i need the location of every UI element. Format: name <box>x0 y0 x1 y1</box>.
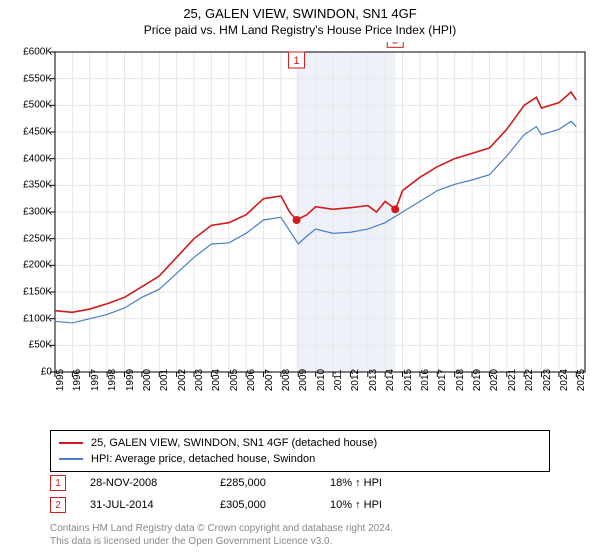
x-tick-label: 1998 <box>107 369 118 391</box>
y-tick-label: £200K <box>23 260 52 271</box>
legend-swatch <box>59 442 83 444</box>
attribution: Contains HM Land Registry data © Crown c… <box>50 522 393 548</box>
y-tick-label: £100K <box>23 313 52 324</box>
sale-row: 1 28-NOV-2008 £285,000 18% ↑ HPI <box>50 472 382 494</box>
y-tick-label: £400K <box>23 153 52 164</box>
x-tick-label: 2010 <box>316 369 327 391</box>
x-tick-label: 2000 <box>142 369 153 391</box>
y-tick-label: £250K <box>23 233 52 244</box>
x-tick-label: 2007 <box>264 369 275 391</box>
y-tick-label: £450K <box>23 127 52 138</box>
page-title: 25, GALEN VIEW, SWINDON, SN1 4GF <box>0 0 600 21</box>
y-tick-label: £500K <box>23 100 52 111</box>
y-tick-label: £150K <box>23 287 52 298</box>
x-tick-label: 2016 <box>420 369 431 391</box>
sale-date: 28-NOV-2008 <box>90 477 220 489</box>
x-tick-label: 2012 <box>350 369 361 391</box>
x-tick-label: 2002 <box>177 369 188 391</box>
x-tick-label: 2008 <box>281 369 292 391</box>
x-tick-label: 2003 <box>194 369 205 391</box>
sale-delta: 18% ↑ HPI <box>330 477 382 489</box>
x-tick-label: 1996 <box>72 369 83 391</box>
x-tick-label: 2020 <box>489 369 500 391</box>
sale-badge: 1 <box>50 475 66 491</box>
x-tick-label: 2015 <box>403 369 414 391</box>
y-tick-label: £0 <box>41 367 52 378</box>
x-tick-label: 2023 <box>542 369 553 391</box>
y-tick-label: £350K <box>23 180 52 191</box>
y-tick-label: £300K <box>23 207 52 218</box>
x-tick-label: 2006 <box>246 369 257 391</box>
y-tick-label: £50K <box>29 340 52 351</box>
x-tick-label: 2014 <box>385 369 396 391</box>
x-tick-label: 2013 <box>368 369 379 391</box>
svg-text:2: 2 <box>392 42 398 46</box>
x-tick-label: 1997 <box>90 369 101 391</box>
chart-container: 25, GALEN VIEW, SWINDON, SN1 4GF Price p… <box>0 0 600 560</box>
x-tick-label: 2017 <box>437 369 448 391</box>
legend-swatch <box>59 458 83 460</box>
x-tick-label: 2018 <box>455 369 466 391</box>
legend-item: 25, GALEN VIEW, SWINDON, SN1 4GF (detach… <box>59 435 541 451</box>
x-tick-label: 2009 <box>298 369 309 391</box>
x-tick-label: 2011 <box>333 369 344 391</box>
x-tick-label: 2001 <box>159 369 170 391</box>
svg-text:1: 1 <box>293 55 299 67</box>
y-tick-label: £550K <box>23 73 52 84</box>
legend-label: HPI: Average price, detached house, Swin… <box>91 453 315 465</box>
x-tick-label: 1995 <box>55 369 66 391</box>
x-tick-label: 2025 <box>576 369 587 391</box>
sale-delta: 10% ↑ HPI <box>330 499 382 511</box>
attribution-line: Contains HM Land Registry data © Crown c… <box>50 522 393 535</box>
attribution-line: This data is licensed under the Open Gov… <box>50 535 393 548</box>
x-tick-label: 2021 <box>507 369 518 391</box>
sales-table: 1 28-NOV-2008 £285,000 18% ↑ HPI 2 31-JU… <box>50 472 382 516</box>
chart-area: 12 £0£50K£100K£150K£200K£250K£300K£350K£… <box>0 42 600 422</box>
x-tick-label: 2024 <box>559 369 570 391</box>
x-tick-label: 2005 <box>229 369 240 391</box>
sale-price: £305,000 <box>220 499 330 511</box>
legend-label: 25, GALEN VIEW, SWINDON, SN1 4GF (detach… <box>91 437 377 449</box>
page-subtitle: Price paid vs. HM Land Registry's House … <box>0 21 600 37</box>
legend: 25, GALEN VIEW, SWINDON, SN1 4GF (detach… <box>50 430 550 472</box>
y-tick-label: £600K <box>23 47 52 58</box>
x-tick-label: 2019 <box>472 369 483 391</box>
line-chart-svg: 12 <box>0 42 600 422</box>
x-tick-label: 2022 <box>524 369 535 391</box>
sale-row: 2 31-JUL-2014 £305,000 10% ↑ HPI <box>50 494 382 516</box>
sale-price: £285,000 <box>220 477 330 489</box>
sale-date: 31-JUL-2014 <box>90 499 220 511</box>
sale-badge: 2 <box>50 497 66 513</box>
x-tick-label: 2004 <box>211 369 222 391</box>
legend-item: HPI: Average price, detached house, Swin… <box>59 451 541 467</box>
x-tick-label: 1999 <box>125 369 136 391</box>
